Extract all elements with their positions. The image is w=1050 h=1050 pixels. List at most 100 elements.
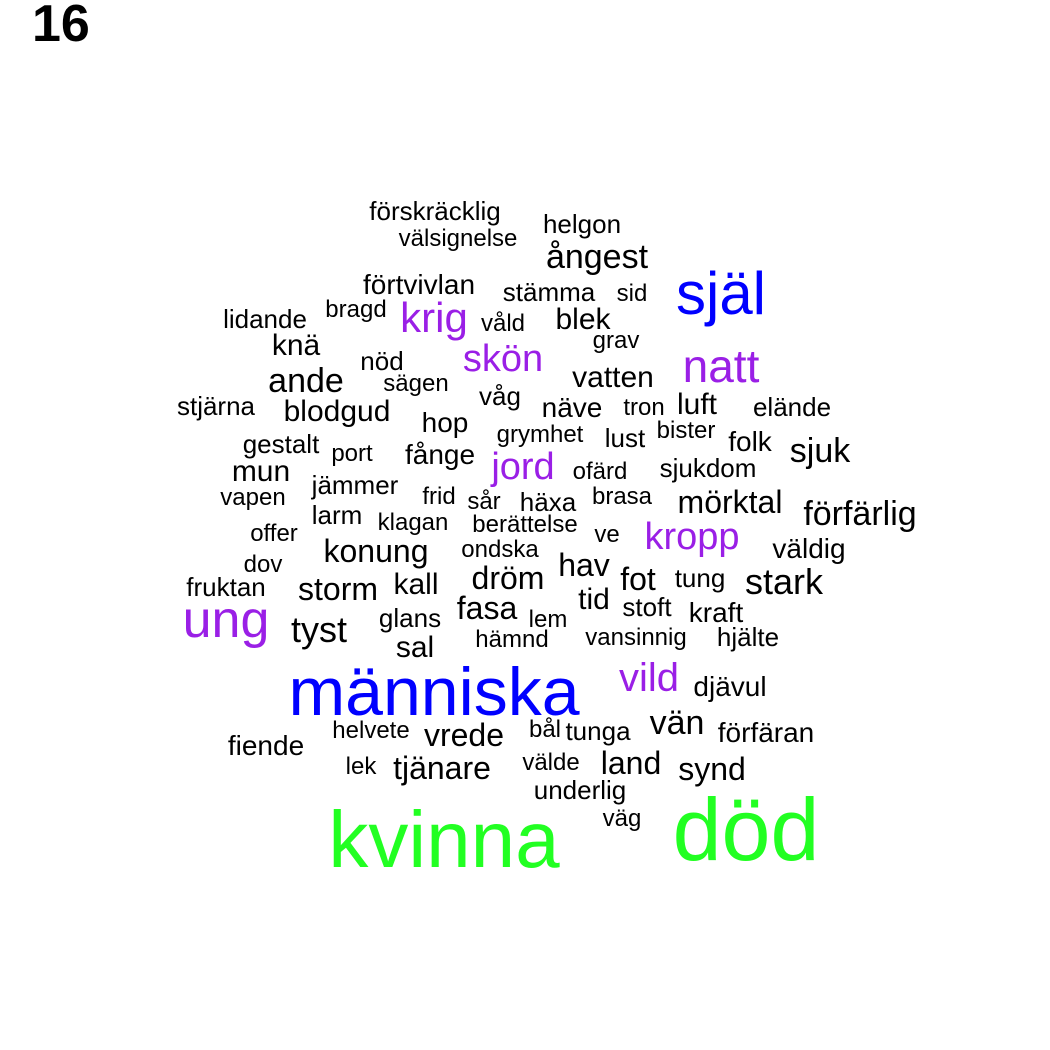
word-forskracklig: förskräcklig: [369, 196, 501, 226]
word-larm: larm: [311, 500, 363, 530]
word-tid: tid: [578, 583, 610, 616]
word-ung: ung: [182, 591, 270, 649]
word-krig: krig: [400, 294, 468, 341]
word-ofard: ofärd: [572, 458, 628, 485]
word-sar: sår: [467, 488, 501, 515]
word-ande: ande: [268, 362, 344, 400]
word-valsignelse: välsignelse: [398, 225, 518, 252]
word-vag: väg: [602, 805, 642, 832]
word-tunga: tunga: [565, 716, 631, 746]
word-natt: natt: [682, 340, 760, 392]
word-underlig: underlig: [533, 775, 627, 805]
word-tyst: tyst: [290, 609, 348, 650]
word-valdig: väldig: [772, 533, 846, 564]
word-fot: fot: [620, 561, 656, 597]
word-fortvivlan: förtvivlan: [362, 269, 476, 300]
word-folk: folk: [728, 426, 772, 457]
word-sal: sal: [395, 631, 435, 664]
word-stamma: stämma: [502, 277, 596, 307]
word-haxa: häxa: [519, 487, 577, 517]
word-vag: våg: [479, 381, 521, 411]
word-kna: knä: [271, 329, 321, 362]
word-konung: konung: [323, 533, 429, 569]
word-brasa: brasa: [591, 483, 653, 510]
word-sid: sid: [616, 280, 648, 307]
word-glans: glans: [378, 603, 442, 633]
word-lek: lek: [345, 753, 377, 780]
word-synd: synd: [678, 751, 746, 787]
word-fasa: fasa: [456, 590, 518, 626]
word-skon: skön: [462, 338, 544, 380]
word-lem: lem: [528, 606, 568, 633]
word-fiende: fiende: [227, 730, 305, 761]
word-offer: offer: [250, 520, 298, 547]
word-morktal: mörktal: [677, 484, 783, 520]
word-elande: elände: [752, 392, 832, 422]
word-hav: hav: [558, 547, 610, 583]
word-grymhet: grymhet: [496, 421, 584, 448]
word-sjukdom: sjukdom: [659, 453, 757, 483]
word-bister: bister: [656, 417, 716, 444]
word-stjarna: stjärna: [176, 391, 256, 421]
word-vald: våld: [480, 310, 526, 337]
word-sjal: själ: [675, 260, 767, 327]
word-grav: grav: [592, 327, 640, 354]
word-tron: tron: [623, 394, 665, 421]
word-kropp: kropp: [644, 516, 740, 558]
word-valde: välde: [522, 749, 580, 776]
word-fruktan: fruktan: [186, 572, 266, 602]
word-nod: nöd: [360, 346, 404, 376]
word-drom: dröm: [471, 560, 545, 596]
word-blodgud: blodgud: [283, 395, 391, 428]
word-ondska: ondska: [461, 536, 539, 563]
word-sjuk: sjuk: [789, 432, 851, 470]
word-helgon: helgon: [542, 209, 622, 239]
word-dod: död: [672, 780, 820, 879]
word-tjanare: tjänare: [393, 750, 491, 786]
word-land: land: [600, 745, 662, 781]
word-manniska: människa: [288, 654, 580, 730]
word-vansinnig: vansinnig: [585, 624, 687, 651]
word-kraft: kraft: [688, 597, 744, 628]
word-mun: mun: [231, 455, 291, 488]
word-lust: lust: [604, 423, 646, 453]
word-blek: blek: [555, 303, 611, 336]
word-forfaran: förfäran: [717, 717, 815, 748]
word-djavul: djävul: [693, 671, 767, 702]
word-bal: bål: [528, 716, 562, 743]
word-vatten: vatten: [572, 361, 654, 394]
word-frid: frid: [422, 483, 456, 510]
word-jord: jord: [491, 446, 555, 488]
word-stoft: stoft: [622, 592, 672, 622]
word-fange: fånge: [404, 439, 476, 470]
word-vild: vild: [618, 656, 680, 700]
word-jammer: jämmer: [311, 470, 399, 500]
word-port: port: [331, 440, 373, 467]
word-tung: tung: [674, 563, 726, 593]
panel-label: 16: [32, 0, 90, 53]
word-ve: ve: [594, 521, 620, 548]
word-hjalte: hjälte: [716, 622, 780, 652]
word-nave: näve: [541, 392, 603, 423]
word-hop: hop: [421, 407, 469, 438]
word-angest: ångest: [545, 238, 649, 276]
word-vrede: vrede: [423, 717, 505, 753]
word-bragd: bragd: [325, 296, 387, 323]
word-kall: kall: [393, 568, 439, 601]
word-klagan: klagan: [377, 509, 449, 536]
word-gestalt: gestalt: [242, 429, 320, 459]
word-dov: dov: [243, 551, 283, 578]
word-vapen: vapen: [220, 484, 286, 511]
word-lidande: lidande: [223, 304, 307, 334]
word-stark: stark: [744, 561, 824, 602]
word-storm: storm: [298, 571, 378, 607]
word-kvinna: kvinna: [328, 795, 560, 884]
word-hamnd: hämnd: [475, 626, 549, 653]
word-sagen: sägen: [383, 370, 449, 397]
word-van: vän: [649, 704, 705, 742]
word-forfarlig: förfärlig: [803, 495, 917, 533]
word-berattelse: berättelse: [472, 511, 578, 538]
word-helvete: helvete: [332, 717, 410, 744]
word-luft: luft: [676, 388, 718, 421]
